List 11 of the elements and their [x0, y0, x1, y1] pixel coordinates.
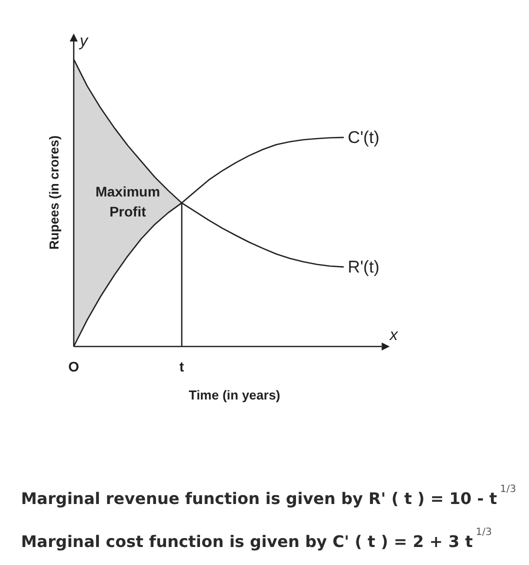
text: Marginal revenue function is given by R' ( t ) = 10 - t$^{1/3}$ — [21, 484, 516, 508]
series-label: R'(t) — [348, 257, 380, 276]
text: y — [78, 33, 89, 50]
series-label: C'(t) — [348, 128, 380, 147]
x-axis-title: Time (in years) — [188, 388, 280, 402]
x-tick-label: O — [68, 358, 80, 374]
text: Marginal cost function is given by C' ( t ) = 2 + 3 t$^{1/3}$ — [21, 527, 493, 553]
text: x — [388, 326, 399, 344]
y-axis-title: Rupees (in crores) — [46, 135, 62, 250]
x-tick-label: t — [179, 358, 184, 374]
annotation: Maximum Profit — [95, 184, 160, 220]
